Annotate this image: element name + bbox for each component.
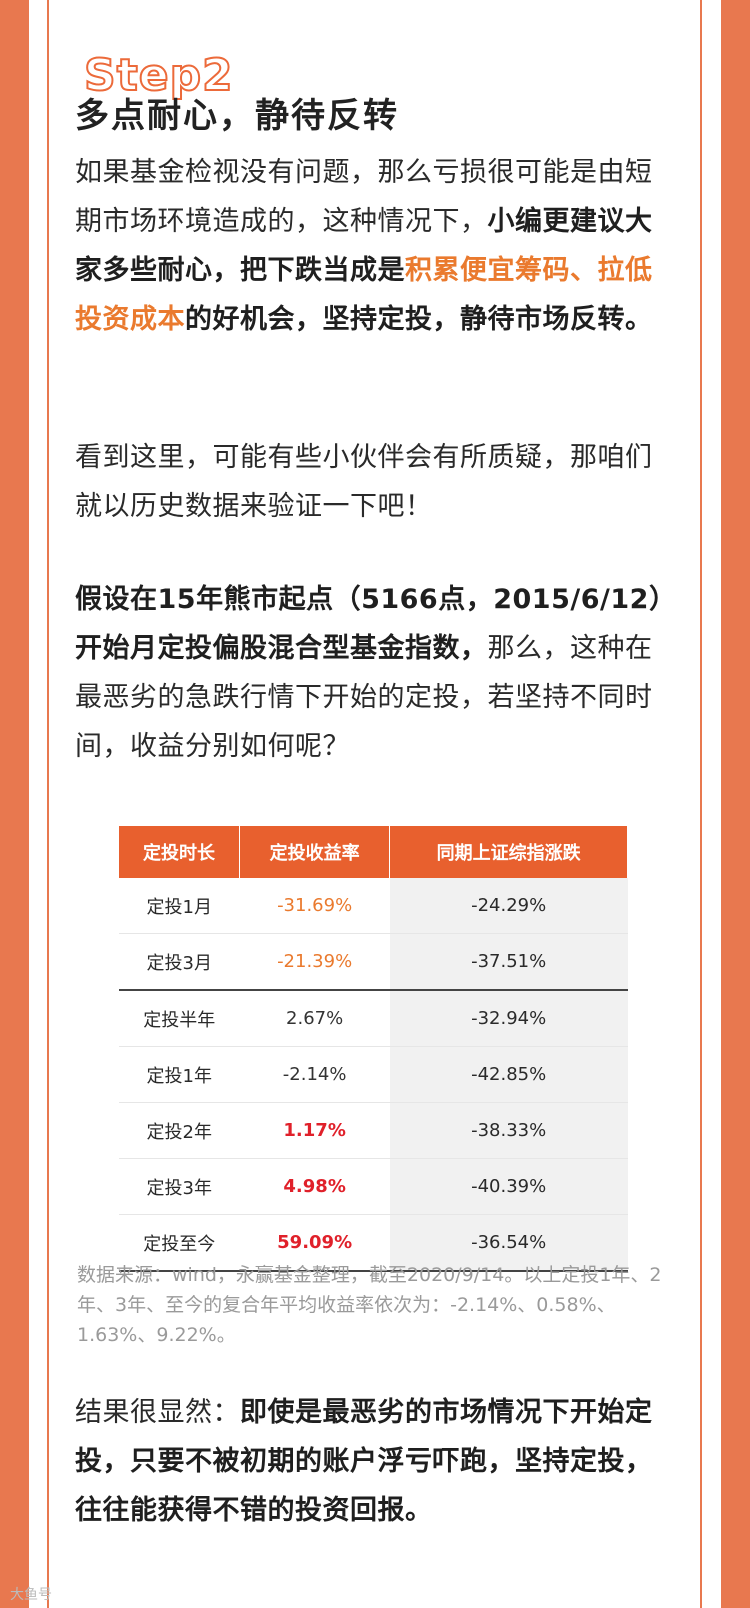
text-run: 的好机会，坚持定投，静待市场反转。 xyxy=(185,304,653,335)
table-cell: -37.51% xyxy=(389,933,628,991)
watermark: 大鱼号 xyxy=(10,1587,52,1603)
table-row: 定投2年 1.17% -38.33% xyxy=(119,1102,628,1159)
table-cell: 4.98% xyxy=(239,1158,390,1215)
table-cell: -40.39% xyxy=(389,1158,628,1215)
text-run: 即使是最恶劣的市场情况下开始定投，只要不被初期的账户浮亏吓跑，坚持定投，往往能获… xyxy=(75,1397,653,1526)
table-cell: 1.17% xyxy=(239,1102,390,1159)
text-run: 如果基金检视没有问题，那么亏损很可能是由短期市场环境造成的，这种情况下， xyxy=(75,157,653,237)
table-row: 定投1年 -2.14% -42.85% xyxy=(119,1046,628,1103)
footnote: 数据来源：wind，永赢基金整理，截至2020/9/14。以上定投1年、2年、3… xyxy=(77,1264,662,1346)
paragraph: 如果基金检视没有问题，那么亏损很可能是由短期市场环境造成的，这种情况下，小编更建… xyxy=(75,148,679,344)
table-cell: 定投1年 xyxy=(119,1046,240,1103)
table-cell: -38.33% xyxy=(389,1102,628,1159)
text-run: 看到这里，可能有些小伙伴会有所质疑，那咱们就以历史数据来验证一下吧！ xyxy=(75,442,653,522)
table-cell: -36.54% xyxy=(389,1214,628,1272)
header-cell: 定投收益率 xyxy=(239,826,391,878)
right-line xyxy=(700,0,702,1608)
table-row: 定投半年 2.67% -32.94% xyxy=(119,990,628,1047)
data-table: 定投时长 定投收益率 同期上证综指涨跌 定投1月 -31.69% -24.29% 定投3月 -… xyxy=(119,826,628,1272)
text-run: 小编更建议大家多些耐心，把下跌当成是 xyxy=(75,206,653,286)
table-row: 定投1月 -31.69% -24.29% xyxy=(119,878,628,934)
header-row: 定投时长 定投收益率 同期上证综指涨跌 xyxy=(119,826,628,878)
table-cell: 定投3月 xyxy=(119,933,240,991)
paragraph: 假设在15年熊市起点（5166点，2015/6/12）开始月定投偏股混合型基金指… xyxy=(75,575,679,771)
table-row: 定投至今 59.09% -36.54% xyxy=(119,1214,628,1272)
left-band xyxy=(0,0,29,1608)
left-line xyxy=(47,0,49,1608)
conclusion: 结果很显然：即使是最恶劣的市场情况下开始定投，只要不被初期的账户浮亏吓跑，坚持定… xyxy=(75,1388,679,1535)
text-run: 积累便宜筹码、拉低投资成本 xyxy=(75,255,653,335)
right-band xyxy=(721,0,750,1608)
header-cell: 定投时长 xyxy=(119,826,240,878)
table-cell: -21.39% xyxy=(239,933,390,991)
text-run: 那么，这种在最恶劣的急跌行情下开始的定投，若坚持不同时间，收益分别如何呢？ xyxy=(75,633,653,762)
table-cell: -2.14% xyxy=(239,1046,390,1103)
text-run: 结果很显然： xyxy=(75,1397,240,1428)
table-cell: 定投2年 xyxy=(119,1102,240,1159)
table-cell: -32.94% xyxy=(389,990,628,1047)
table-cell: 定投3年 xyxy=(119,1158,240,1215)
table-cell: 2.67% xyxy=(239,990,390,1047)
heading: 多点耐心，静待反转 xyxy=(75,96,399,136)
table-cell: 定投1月 xyxy=(119,878,240,934)
step-label: Step2 xyxy=(83,49,234,102)
table-cell: -42.85% xyxy=(389,1046,628,1103)
table-row: 定投3年 4.98% -40.39% xyxy=(119,1158,628,1215)
paragraph: 看到这里，可能有些小伙伴会有所质疑，那咱们就以历史数据来验证一下吧！ xyxy=(75,433,679,531)
text-run: 假设在15年熊市起点（5166点，2015/6/12）开始月定投偏股混合型基金指… xyxy=(75,584,677,664)
table-cell: 定投半年 xyxy=(119,990,240,1047)
table-cell: 59.09% xyxy=(239,1214,390,1272)
header-cell: 同期上证综指涨跌 xyxy=(389,826,628,878)
table-cell: 定投至今 xyxy=(119,1214,240,1272)
table-row: 定投3月 -21.39% -37.51% xyxy=(119,933,628,991)
table-cell: -24.29% xyxy=(389,878,628,934)
table-cell: -31.69% xyxy=(239,878,390,934)
